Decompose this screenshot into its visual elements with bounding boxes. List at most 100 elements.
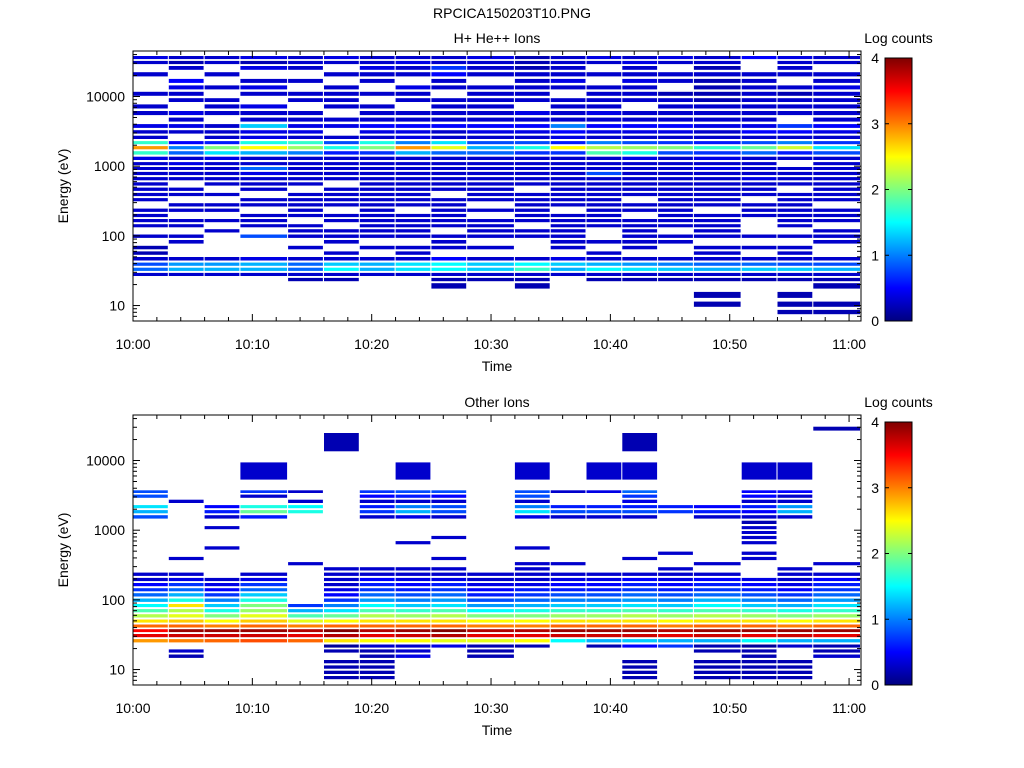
heatmap-cell	[467, 583, 514, 587]
heatmap-cell	[168, 614, 204, 618]
heatmap-cell	[658, 171, 693, 176]
heatmap-cell	[204, 546, 240, 550]
heatmap-cell	[168, 91, 204, 96]
heatmap-cell	[586, 598, 622, 602]
heatmap-cell	[777, 130, 813, 134]
heatmap-cell	[777, 182, 813, 186]
colorbar: 0 1 2 3 4 Log counts	[864, 30, 933, 329]
heatmap-cell	[622, 156, 658, 160]
heatmap-cell	[586, 224, 622, 228]
heatmap-cell	[777, 91, 813, 96]
heatmap-cell	[586, 609, 622, 613]
heatmap-cell	[324, 203, 359, 207]
heatmap-cell	[622, 583, 658, 587]
heatmap-cell	[622, 66, 658, 70]
heatmap-cell	[777, 494, 813, 498]
heatmap-cell	[658, 567, 693, 571]
heatmap-cell	[467, 192, 514, 197]
heatmap-cell	[133, 104, 168, 109]
heatmap-cell	[586, 117, 622, 122]
heatmap-cell	[693, 277, 741, 282]
heatmap-cell	[288, 167, 323, 170]
heatmap-cell	[359, 167, 395, 170]
heatmap-cell	[240, 614, 288, 618]
heatmap-cell	[395, 510, 431, 514]
heatmap-cell	[204, 192, 240, 197]
heatmap-cell	[395, 219, 431, 223]
heatmap-cell	[813, 167, 860, 170]
heatmap-cell	[514, 111, 550, 116]
heatmap-cell	[658, 135, 693, 139]
heatmap-cell	[133, 634, 168, 638]
heatmap-cell	[550, 604, 586, 608]
heatmap-cell	[514, 598, 550, 602]
heatmap-cell	[324, 171, 359, 176]
heatmap-cell	[622, 515, 658, 519]
heatmap-cell	[133, 177, 168, 181]
heatmap-cell	[168, 499, 204, 503]
heatmap-cell	[240, 66, 288, 70]
heatmap-cell	[741, 462, 777, 480]
heatmap-cell	[813, 208, 860, 212]
heatmap-cell	[359, 56, 395, 60]
heatmap-cell	[288, 213, 323, 218]
heatmap-cell	[324, 146, 359, 150]
heatmap-cell	[324, 272, 359, 276]
heatmap-cell	[741, 262, 777, 266]
panel-title: Other Ions	[464, 394, 529, 410]
heatmap-cell	[514, 192, 550, 197]
heatmap-cell	[514, 505, 550, 509]
heatmap-cell	[324, 614, 359, 618]
heatmap-cell	[395, 629, 431, 633]
heatmap-cell	[359, 151, 395, 155]
heatmap-cell	[467, 634, 514, 638]
heatmap-cell	[431, 167, 467, 170]
colorbar-tick-label: 2	[871, 182, 879, 198]
heatmap-cell	[395, 604, 431, 608]
x-tick-label: 10:10	[235, 700, 270, 716]
heatmap-cell	[622, 182, 658, 186]
heatmap-cell	[168, 167, 204, 170]
heatmap-cell	[204, 629, 240, 633]
panel-title: H+ He++ Ions	[454, 30, 541, 46]
heatmap-cell	[693, 78, 741, 83]
heatmap-cell	[133, 187, 168, 191]
heatmap-cell	[431, 277, 467, 282]
heatmap-cell	[240, 56, 288, 60]
heatmap-cell	[741, 208, 777, 212]
heatmap-cell	[359, 588, 395, 592]
heatmap-cell	[431, 78, 467, 83]
heatmap-cell	[431, 124, 467, 128]
heatmap-cell	[395, 111, 431, 116]
heatmap-cell	[288, 98, 323, 102]
heatmap-cell	[168, 272, 204, 276]
heatmap-cell	[240, 609, 288, 613]
heatmap-cell	[431, 639, 467, 643]
heatmap-cell	[813, 634, 860, 638]
heatmap-cell	[658, 203, 693, 207]
heatmap-cell	[813, 213, 860, 218]
y-tick-label: 10000	[86, 453, 125, 469]
heatmap-cell	[168, 234, 204, 238]
heatmap-cell	[741, 499, 777, 503]
heatmap-cell	[550, 177, 586, 181]
heatmap-cell	[395, 213, 431, 218]
heatmap-cell	[550, 629, 586, 633]
heatmap-cell	[550, 240, 586, 244]
heatmap-cell	[514, 490, 550, 493]
heatmap-cell	[204, 162, 240, 166]
heatmap-cell	[693, 229, 741, 233]
heatmap-cell	[777, 660, 813, 664]
heatmap-cell	[204, 609, 240, 613]
heatmap-cell	[431, 257, 467, 261]
heatmap-cell	[168, 124, 204, 128]
heatmap-cell	[467, 156, 514, 160]
heatmap-cell	[813, 234, 860, 238]
heatmap-cell	[813, 104, 860, 109]
heatmap-cell	[693, 267, 741, 271]
heatmap-cell	[133, 213, 168, 218]
heatmap-cell	[622, 572, 658, 576]
heatmap-cell	[359, 494, 395, 498]
heatmap-cell	[395, 598, 431, 602]
heatmap-cell	[586, 187, 622, 191]
